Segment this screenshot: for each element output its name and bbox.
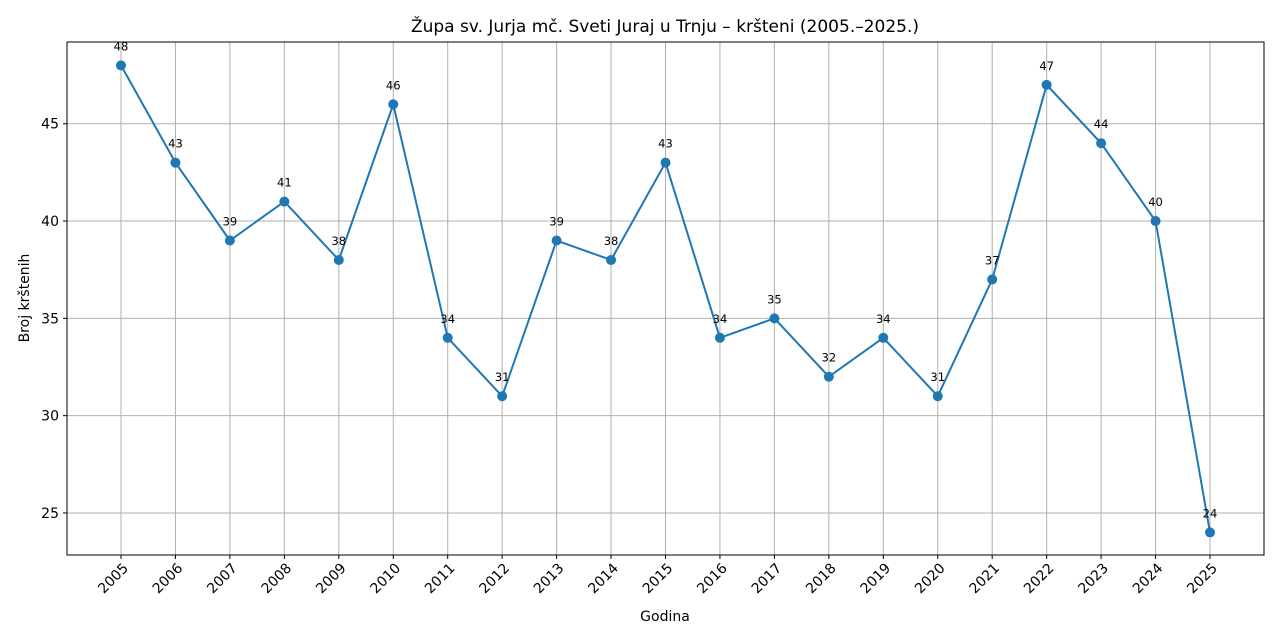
data-point bbox=[388, 99, 399, 110]
data-label: 34 bbox=[876, 312, 891, 326]
data-point bbox=[497, 391, 508, 402]
data-label: 35 bbox=[767, 292, 782, 306]
x-tick-label: 2021 bbox=[967, 561, 1004, 598]
y-axis-ticks: 25 30 35 40 45 bbox=[41, 117, 67, 522]
x-axis-label: Godina bbox=[640, 609, 690, 625]
x-tick-label: 2005 bbox=[95, 561, 132, 598]
x-tick-label: 2009 bbox=[313, 561, 350, 598]
y-tick-label: 40 bbox=[41, 214, 59, 230]
x-tick-label: 2022 bbox=[1021, 561, 1058, 598]
data-point bbox=[1096, 138, 1107, 149]
x-tick-label: 2024 bbox=[1130, 560, 1167, 597]
data-point bbox=[606, 254, 617, 265]
data-point bbox=[116, 60, 126, 71]
data-point bbox=[714, 332, 725, 343]
data-label: 38 bbox=[331, 234, 346, 248]
grid-lines bbox=[67, 42, 1264, 555]
data-label: 24 bbox=[1203, 506, 1218, 520]
data-label: 48 bbox=[114, 39, 129, 53]
data-point bbox=[1150, 216, 1161, 227]
data-point bbox=[224, 235, 235, 246]
y-tick-label: 25 bbox=[41, 506, 59, 522]
data-point bbox=[823, 371, 834, 382]
data-label: 37 bbox=[985, 253, 1000, 267]
y-tick-label: 35 bbox=[41, 311, 59, 327]
data-point bbox=[333, 254, 344, 265]
data-label: 39 bbox=[223, 215, 238, 229]
data-label: 43 bbox=[658, 137, 673, 151]
data-point bbox=[878, 332, 889, 343]
data-point bbox=[932, 391, 943, 402]
x-tick-label: 2008 bbox=[259, 561, 296, 598]
x-tick-label: 2016 bbox=[694, 560, 731, 597]
data-label: 34 bbox=[440, 312, 455, 326]
x-tick-label: 2006 bbox=[150, 560, 187, 597]
data-label: 32 bbox=[822, 351, 837, 365]
x-tick-label: 2007 bbox=[204, 561, 241, 598]
data-label: 46 bbox=[386, 78, 401, 92]
x-tick-label: 2013 bbox=[531, 561, 568, 598]
chart-title: Župa sv. Jurja mč. Sveti Juraj u Trnju –… bbox=[411, 15, 919, 37]
x-tick-label: 2023 bbox=[1075, 561, 1112, 598]
x-tick-label: 2011 bbox=[422, 561, 459, 598]
x-tick-label: 2012 bbox=[476, 561, 513, 598]
data-point bbox=[279, 196, 290, 207]
y-tick-label: 30 bbox=[41, 409, 59, 425]
x-tick-label: 2018 bbox=[803, 561, 840, 598]
data-label: 31 bbox=[930, 370, 945, 384]
data-point bbox=[769, 313, 780, 324]
x-tick-label: 2020 bbox=[912, 561, 949, 598]
y-tick-label: 45 bbox=[41, 117, 59, 133]
data-label: 44 bbox=[1094, 117, 1109, 131]
data-label: 47 bbox=[1039, 59, 1054, 73]
data-point bbox=[987, 274, 998, 285]
plot-area-frame bbox=[66, 41, 1265, 556]
data-point bbox=[1041, 79, 1052, 90]
x-tick-label: 2014 bbox=[585, 560, 622, 597]
data-series: 48 43 39 41 38 46 34 31 39 38 43 34 35 32 34 31 37 47 44 40… bbox=[114, 39, 1218, 538]
data-point bbox=[660, 157, 671, 168]
data-point bbox=[551, 235, 562, 246]
x-tick-label: 2010 bbox=[368, 561, 405, 598]
x-tick-label: 2025 bbox=[1184, 561, 1221, 598]
data-label: 31 bbox=[495, 370, 510, 384]
data-label: 38 bbox=[604, 234, 619, 248]
data-point bbox=[1205, 527, 1215, 538]
data-label: 40 bbox=[1148, 195, 1163, 209]
data-label: 41 bbox=[277, 176, 292, 190]
x-tick-label: 2019 bbox=[858, 561, 895, 598]
y-axis-label: Broj krštenih bbox=[17, 254, 33, 343]
x-tick-label: 2015 bbox=[640, 561, 677, 598]
data-label: 34 bbox=[713, 312, 728, 326]
data-point bbox=[170, 157, 181, 168]
data-point bbox=[442, 332, 453, 343]
x-axis-ticks: 2005 2006 2007 2008 2009 2010 2011 2012 2013 2014… bbox=[95, 555, 1221, 597]
data-label: 43 bbox=[168, 137, 183, 151]
data-label: 39 bbox=[549, 215, 564, 229]
x-tick-label: 2017 bbox=[749, 561, 786, 598]
